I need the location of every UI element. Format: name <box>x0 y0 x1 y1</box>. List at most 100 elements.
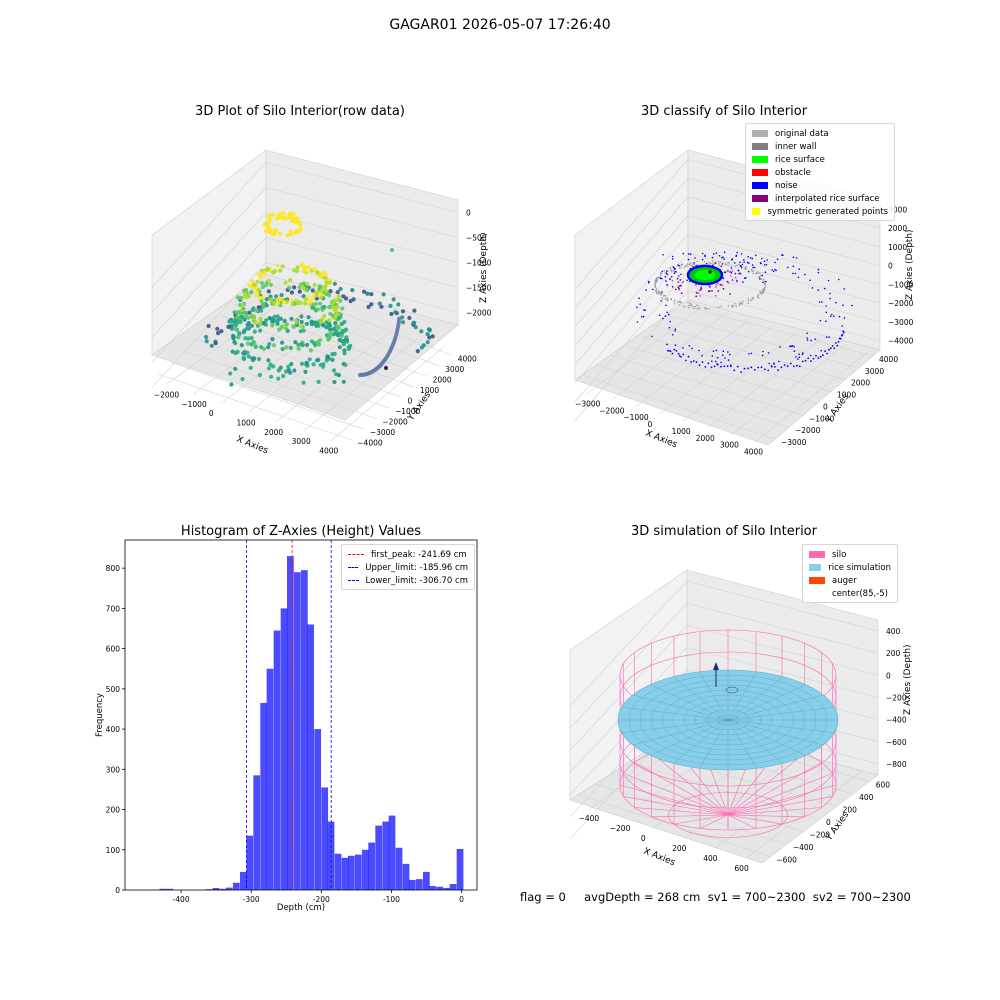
data-point <box>751 298 753 301</box>
data-point <box>278 316 283 321</box>
data-point <box>661 291 663 293</box>
data-point <box>636 321 639 323</box>
data-point <box>740 371 742 373</box>
y-tick-label: 500 <box>106 685 121 694</box>
data-point <box>284 322 289 327</box>
data-point <box>827 279 830 282</box>
x-tick-label: −2000 <box>599 406 625 415</box>
data-point <box>667 298 669 300</box>
data-point <box>730 267 733 269</box>
data-point <box>642 315 645 318</box>
data-point <box>258 317 263 323</box>
panel3-xlabel: Depth (cm) <box>277 903 325 913</box>
data-point <box>319 274 324 279</box>
legend-swatch <box>752 130 768 137</box>
data-point <box>305 282 310 287</box>
data-point <box>747 367 749 370</box>
y-tick-label: 1000 <box>420 386 439 395</box>
grid-line <box>628 762 821 820</box>
data-point <box>425 332 430 337</box>
data-point <box>666 311 668 314</box>
data-point <box>270 232 275 237</box>
x-tick-label: 1000 <box>237 419 256 428</box>
data-point <box>654 289 657 292</box>
data-point <box>231 336 236 341</box>
data-point <box>307 357 312 362</box>
y-tick-label: 400 <box>859 793 874 802</box>
legend-item-rice-surface: rice surface <box>752 153 888 166</box>
data-point <box>246 294 251 299</box>
data-point <box>688 345 691 347</box>
data-point <box>720 305 723 307</box>
panel1-zlabel: Z Axies (Depth) <box>479 232 489 303</box>
data-point <box>243 291 248 296</box>
data-point <box>265 266 270 271</box>
data-point <box>825 336 828 338</box>
x-tick-label: 600 <box>734 864 749 873</box>
data-point <box>266 278 271 283</box>
histogram-bar <box>436 886 444 890</box>
y-tick-label: 3000 <box>865 367 884 376</box>
data-point <box>750 366 753 369</box>
data-point <box>697 292 699 295</box>
data-point <box>249 314 254 319</box>
grid-line <box>652 324 846 380</box>
data-point <box>695 304 698 306</box>
data-point <box>261 346 267 352</box>
data-point <box>330 357 335 362</box>
data-point <box>670 269 673 272</box>
histogram-bar <box>347 855 355 890</box>
data-point <box>826 352 828 355</box>
data-point <box>257 372 262 378</box>
data-point <box>670 298 672 301</box>
data-point <box>684 264 686 267</box>
data-point <box>817 271 820 274</box>
data-point <box>742 300 744 303</box>
data-point <box>292 368 297 373</box>
data-point <box>235 349 240 354</box>
data-point <box>740 253 743 255</box>
z-tick-label: −1000 <box>466 259 492 268</box>
data-point <box>327 318 332 323</box>
grid-line <box>574 159 689 290</box>
data-point <box>801 353 804 356</box>
data-point <box>636 306 638 309</box>
data-point <box>268 282 273 287</box>
data-point <box>834 342 837 344</box>
data-point <box>806 332 808 335</box>
data-point <box>270 319 275 324</box>
data-point <box>280 347 285 352</box>
legend-swatch <box>752 182 768 189</box>
y-tick-label: 2000 <box>433 375 452 384</box>
data-point <box>427 328 432 333</box>
data-point <box>727 261 729 264</box>
data-point <box>838 278 840 281</box>
silo-wire <box>651 814 729 818</box>
data-point <box>727 270 729 272</box>
histogram-bar <box>307 624 315 890</box>
rice-mesh <box>632 694 729 721</box>
z-tick-label: −1500 <box>466 284 492 293</box>
data-point <box>659 293 661 295</box>
data-point <box>727 359 730 361</box>
data-point <box>251 282 256 287</box>
data-point <box>695 361 698 363</box>
data-point <box>273 228 279 233</box>
data-point <box>341 294 346 299</box>
data-point <box>716 306 718 309</box>
data-point <box>278 365 283 370</box>
data-point <box>412 308 417 313</box>
data-point <box>327 333 333 338</box>
data-point <box>319 295 324 300</box>
data-point <box>238 295 243 300</box>
data-point <box>328 289 333 294</box>
data-point <box>305 287 310 293</box>
histogram-bar <box>429 885 437 890</box>
data-point <box>759 278 761 280</box>
data-point <box>759 292 761 294</box>
data-point <box>671 352 674 355</box>
data-point <box>674 299 676 301</box>
grid-line <box>611 772 804 832</box>
data-point <box>285 233 290 238</box>
data-point <box>793 350 796 352</box>
